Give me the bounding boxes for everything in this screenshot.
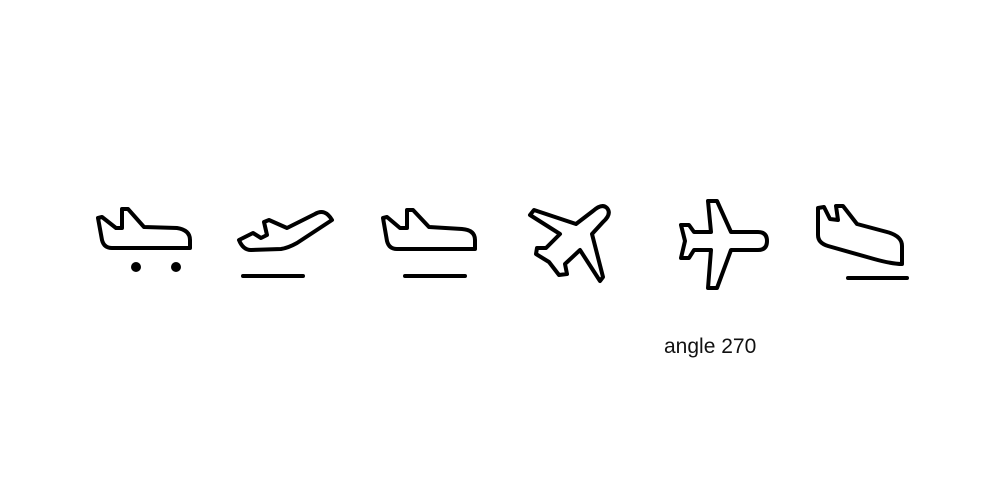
icon-caption: angle 270 <box>664 335 757 358</box>
airplane-angle-270-icon <box>672 190 772 290</box>
airplane-diagonal-icon <box>520 190 620 290</box>
airplane-cargo-icon <box>92 190 192 290</box>
airplane-takeoff-icon <box>233 190 334 290</box>
airplane-ground-icon <box>378 190 478 290</box>
airplane-landing-icon <box>812 190 912 290</box>
